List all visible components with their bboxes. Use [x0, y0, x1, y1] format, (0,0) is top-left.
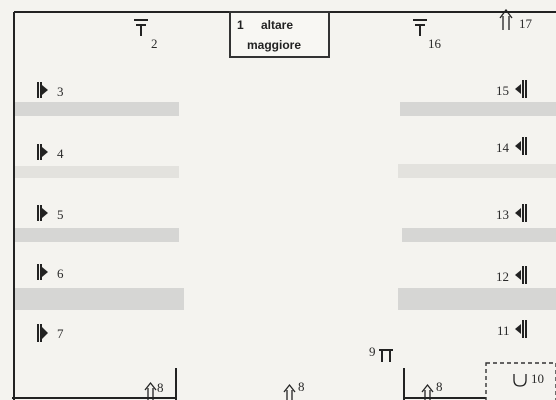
label-17: 17	[519, 16, 532, 31]
label-3: 3	[57, 84, 64, 99]
door-arrow-icon	[283, 383, 296, 400]
label-8-right: 8	[436, 379, 443, 394]
aisle-bands	[14, 102, 556, 310]
tomb-cross-icon	[379, 349, 393, 362]
main-altar-box: 1 altare maggiore	[229, 11, 330, 58]
label-8-center: 8	[298, 379, 305, 394]
altar-number: 1	[237, 18, 244, 32]
altar-label-line1: altare	[261, 18, 294, 32]
door-arrow-icon	[499, 8, 513, 30]
altar-label-line2: maggiore	[247, 38, 302, 52]
label-4: 4	[57, 146, 64, 161]
label-8-left: 8	[157, 380, 164, 395]
label-5: 5	[57, 207, 64, 222]
side-altar-right-icon	[515, 266, 527, 284]
side-altar-right-icon	[515, 204, 527, 222]
side-altar-left-icon	[37, 82, 48, 98]
label-10: 10	[531, 371, 544, 386]
side-altar-right-icon	[515, 320, 527, 338]
baptistery-outline	[485, 362, 556, 400]
label-11: 11	[497, 323, 510, 338]
door-arrow-icon	[144, 381, 157, 400]
tomb-cross-icon	[134, 19, 148, 36]
label-2: 2	[151, 36, 158, 51]
side-altar-left-icon	[37, 324, 48, 342]
tomb-cross-icon	[413, 19, 427, 36]
side-altar-left-icon	[37, 205, 48, 221]
label-14: 14	[496, 140, 509, 155]
side-altar-right-icon	[515, 80, 527, 98]
side-altar-left-icon	[37, 264, 48, 280]
side-altar-right-icon	[515, 137, 527, 155]
label-6: 6	[57, 266, 64, 281]
label-12: 12	[496, 269, 509, 284]
label-16: 16	[428, 36, 441, 51]
stoup-icon	[513, 374, 527, 387]
side-altar-left-icon	[37, 144, 48, 160]
label-9: 9	[369, 344, 376, 359]
label-15: 15	[496, 83, 509, 98]
door-arrow-icon	[421, 383, 434, 400]
label-7: 7	[57, 326, 64, 341]
walls	[12, 11, 556, 400]
label-13: 13	[496, 207, 509, 222]
